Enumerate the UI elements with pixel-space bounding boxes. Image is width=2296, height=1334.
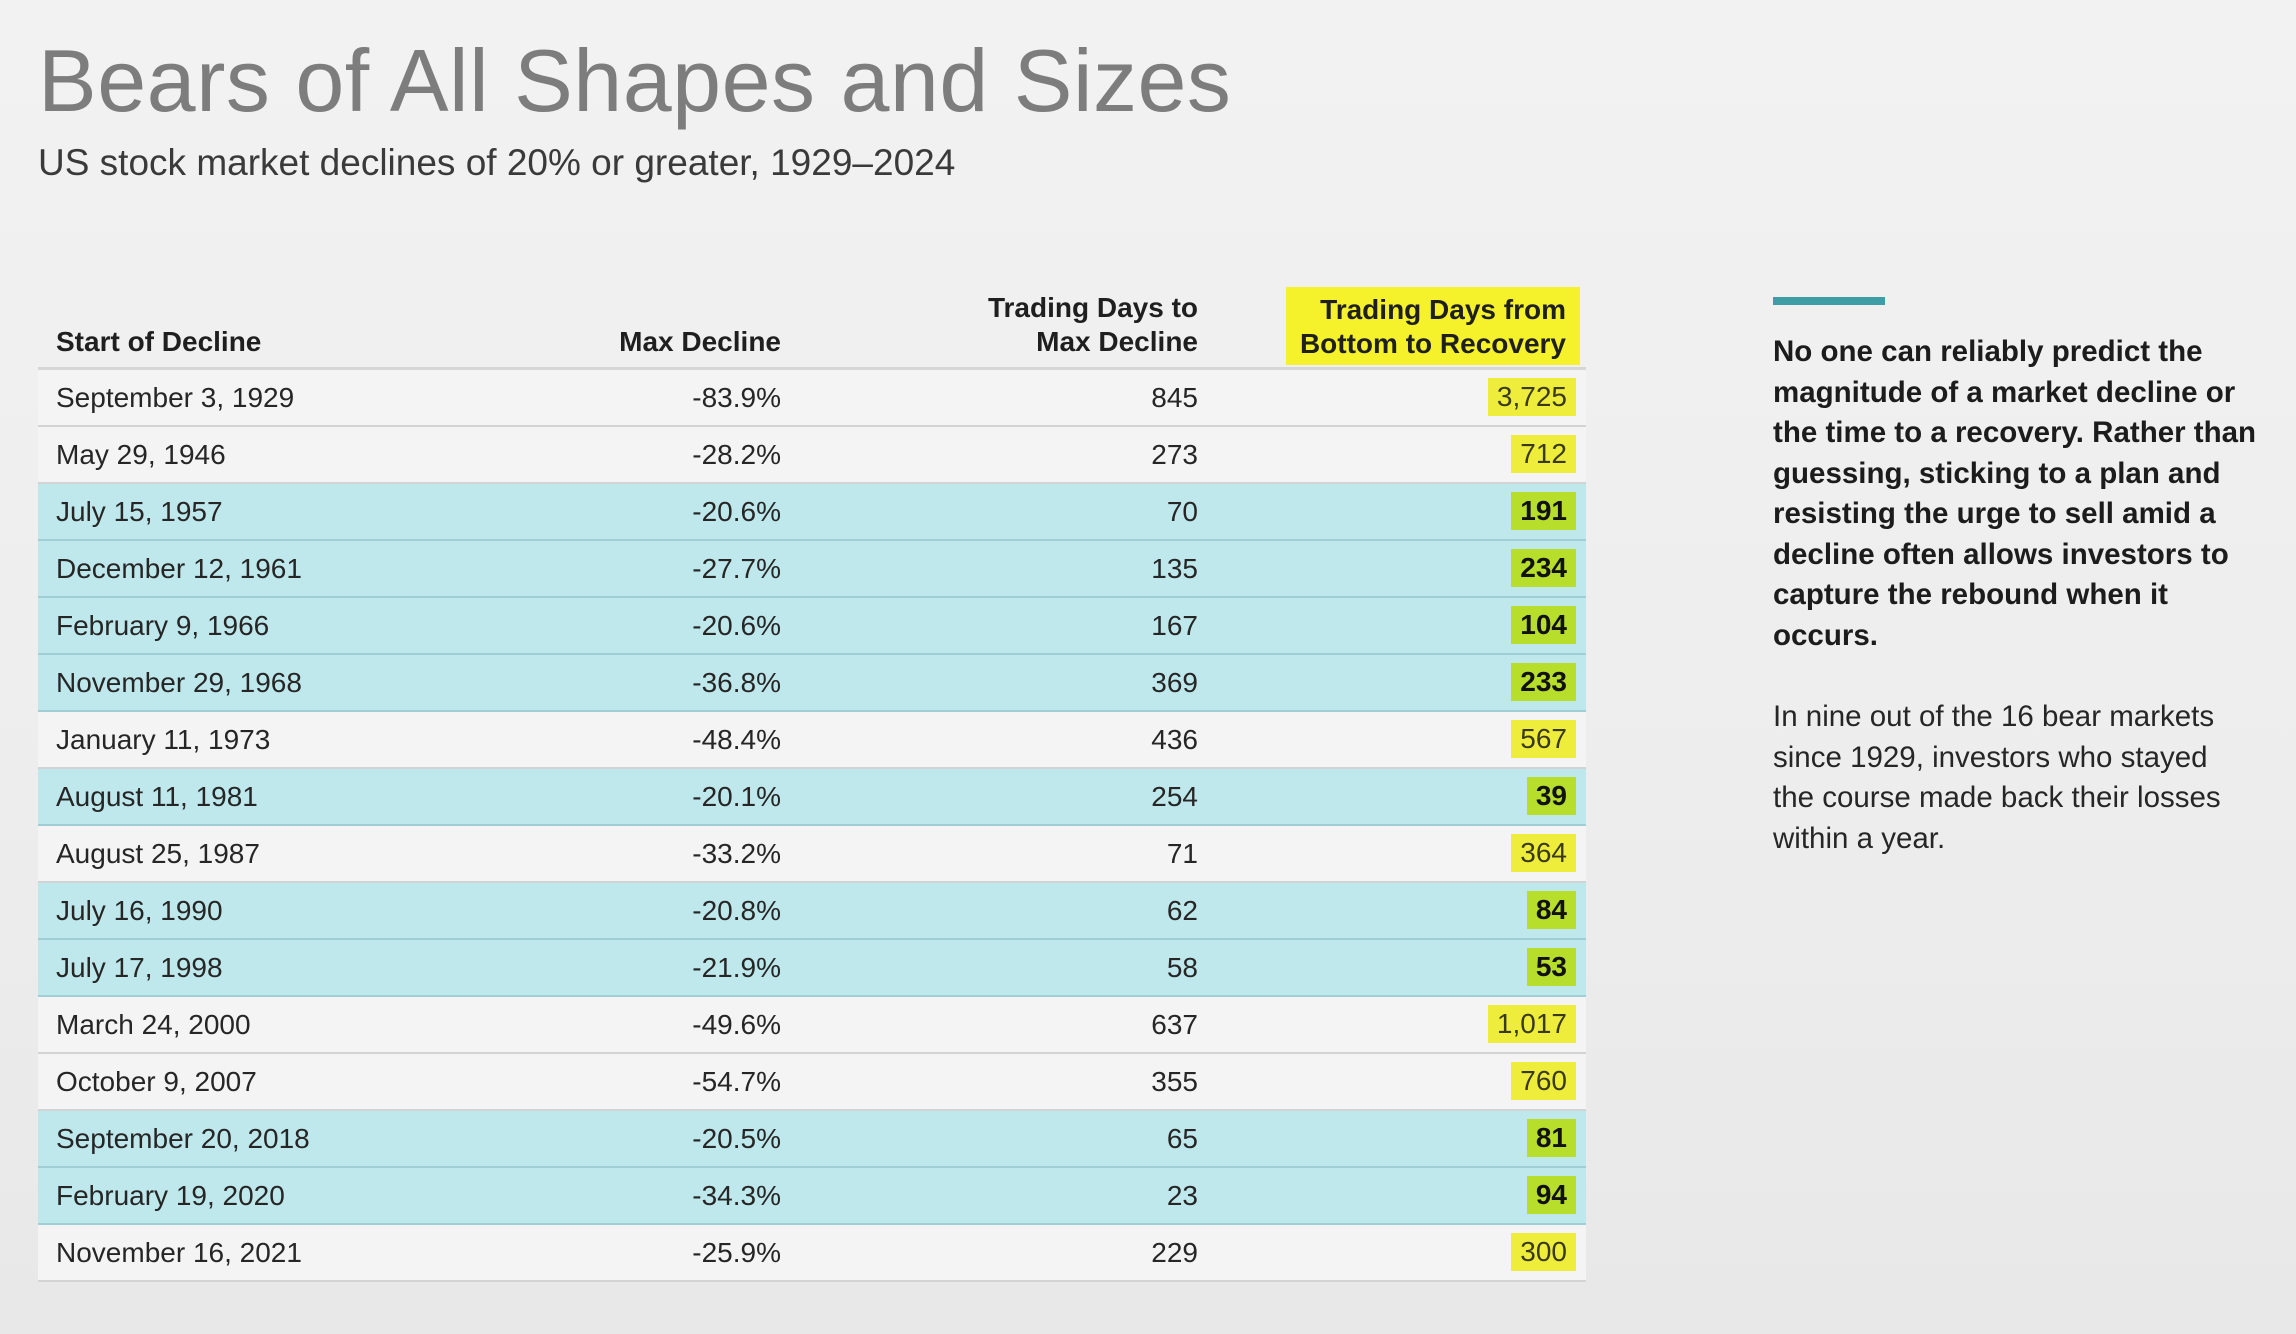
table-row: November 16, 2021 -25.9% 229 300 [38, 1225, 1586, 1282]
cell-trading-days-to-recovery: 1,017 [1487, 1005, 1576, 1043]
cell-start-of-decline: August 25, 1987 [56, 838, 260, 869]
cell-trading-days-to-max-decline: 65 [1166, 1123, 1198, 1154]
cell-trading-days-to-max-decline: 70 [1166, 496, 1198, 527]
cell-max-decline: -21.9% [692, 952, 781, 983]
cell-max-decline: -20.8% [692, 895, 781, 926]
cell-trading-days-to-max-decline: 637 [1151, 1009, 1198, 1040]
cell-max-decline: -28.2% [692, 439, 781, 470]
cell-max-decline: -54.7% [692, 1066, 781, 1097]
table-header-row: Start of Decline Max Decline Trading Day… [38, 287, 1586, 370]
cell-trading-days-to-max-decline: 254 [1151, 781, 1198, 812]
cell-trading-days-to-max-decline: 845 [1151, 382, 1198, 413]
table-row: December 12, 1961 -27.7% 135 234 [38, 541, 1586, 598]
accent-bar [1773, 297, 1885, 305]
cell-max-decline: -20.5% [692, 1123, 781, 1154]
cell-trading-days-to-recovery: 84 [1526, 891, 1576, 929]
cell-trading-days-to-max-decline: 71 [1166, 838, 1198, 869]
cell-trading-days-to-recovery: 233 [1511, 663, 1576, 701]
table-row: July 17, 1998 -21.9% 58 53 [38, 940, 1586, 997]
table-row: August 11, 1981 -20.1% 254 39 [38, 769, 1586, 826]
cell-max-decline: -36.8% [692, 667, 781, 698]
page-subtitle: US stock market declines of 20% or great… [38, 142, 956, 183]
table-row: January 11, 1973 -48.4% 436 567 [38, 712, 1586, 769]
cell-trading-days-to-recovery: 39 [1526, 777, 1576, 815]
column-header-days-line-2: Max Decline [1036, 326, 1198, 357]
cell-trading-days-to-recovery: 364 [1511, 834, 1576, 872]
cell-trading-days-to-max-decline: 436 [1151, 724, 1198, 755]
sidebar-key-message: No one can reliably predict the magnitud… [1773, 335, 2257, 652]
cell-start-of-decline: November 16, 2021 [56, 1237, 302, 1268]
cell-max-decline: -83.9% [692, 382, 781, 413]
table-body: September 3, 1929 -83.9% 845 3,725 May 29, 1… [38, 370, 1586, 1282]
cell-trading-days-to-recovery: 712 [1511, 435, 1576, 473]
cell-max-decline: -25.9% [692, 1237, 781, 1268]
table-row: July 16, 1990 -20.8% 62 84 [38, 883, 1586, 940]
column-header-start-of-decline: Start of Decline [56, 326, 262, 357]
table-row: May 29, 1946 -28.2% 273 712 [38, 427, 1586, 484]
table-row: September 3, 1929 -83.9% 845 3,725 [38, 370, 1586, 427]
cell-trading-days-to-max-decline: 273 [1151, 439, 1198, 470]
cell-start-of-decline: December 12, 1961 [56, 553, 302, 584]
cell-start-of-decline: May 29, 1946 [56, 439, 226, 470]
column-header-trading-days-to-max-decline: Trading Days to Max Decline [988, 291, 1198, 359]
cell-trading-days-to-recovery: 567 [1511, 720, 1576, 758]
column-header-max-decline: Max Decline [619, 326, 781, 357]
cell-trading-days-to-recovery: 300 [1511, 1233, 1576, 1271]
cell-start-of-decline: March 24, 2000 [56, 1009, 251, 1040]
cell-trading-days-to-recovery: 94 [1526, 1176, 1576, 1214]
cell-max-decline: -20.6% [692, 610, 781, 641]
cell-trading-days-to-max-decline: 62 [1166, 895, 1198, 926]
cell-trading-days-to-recovery: 760 [1511, 1062, 1576, 1100]
table-row: February 19, 2020 -34.3% 23 94 [38, 1168, 1586, 1225]
table-row: November 29, 1968 -36.8% 369 233 [38, 655, 1586, 712]
column-header-recovery-line-1: Trading Days from [1320, 294, 1566, 325]
cell-trading-days-to-recovery: 234 [1511, 549, 1576, 587]
cell-trading-days-to-recovery: 53 [1526, 948, 1576, 986]
cell-max-decline: -33.2% [692, 838, 781, 869]
cell-start-of-decline: January 11, 1973 [56, 724, 271, 755]
cell-start-of-decline: July 15, 1957 [56, 496, 223, 527]
cell-start-of-decline: November 29, 1968 [56, 667, 302, 698]
cell-start-of-decline: October 9, 2007 [56, 1066, 257, 1097]
cell-start-of-decline: September 20, 2018 [56, 1123, 310, 1154]
cell-trading-days-to-max-decline: 23 [1166, 1180, 1198, 1211]
cell-start-of-decline: July 17, 1998 [56, 952, 223, 983]
cell-start-of-decline: February 9, 1966 [56, 610, 270, 641]
cell-trading-days-to-recovery: 104 [1511, 606, 1576, 644]
page-title: Bears of All Shapes and Sizes [38, 31, 1232, 130]
cell-max-decline: -20.1% [692, 781, 781, 812]
cell-trading-days-to-recovery: 81 [1526, 1119, 1576, 1157]
table-row: July 15, 1957 -20.6% 70 191 [38, 484, 1586, 541]
cell-trading-days-to-recovery: 191 [1511, 492, 1576, 530]
cell-trading-days-to-recovery: 3,725 [1487, 378, 1576, 416]
cell-start-of-decline: July 16, 1990 [56, 895, 223, 926]
cell-start-of-decline: August 11, 1981 [56, 781, 258, 812]
column-header-recovery-line-2: Bottom to Recovery [1299, 328, 1566, 359]
cell-max-decline: -34.3% [692, 1180, 781, 1211]
cell-trading-days-to-max-decline: 58 [1166, 952, 1198, 983]
column-header-days-line-1: Trading Days to [987, 292, 1198, 323]
cell-trading-days-to-max-decline: 229 [1151, 1237, 1198, 1268]
cell-trading-days-to-max-decline: 369 [1151, 667, 1198, 698]
cell-trading-days-to-max-decline: 135 [1151, 553, 1198, 584]
cell-max-decline: -27.7% [692, 553, 781, 584]
table-row: February 9, 1966 -20.6% 167 104 [38, 598, 1586, 655]
table-row: October 9, 2007 -54.7% 355 760 [38, 1054, 1586, 1111]
table-row: September 20, 2018 -20.5% 65 81 [38, 1111, 1586, 1168]
cell-start-of-decline: September 3, 1929 [56, 382, 295, 413]
bear-markets-table: Start of Decline Max Decline Trading Day… [38, 287, 1586, 1282]
table-row: March 24, 2000 -49.6% 637 1,017 [38, 997, 1586, 1054]
cell-start-of-decline: February 19, 2020 [56, 1180, 285, 1211]
cell-max-decline: -49.6% [692, 1009, 781, 1040]
column-header-trading-days-to-recovery: Trading Days from Bottom to Recovery [1285, 287, 1580, 365]
table-row: August 25, 1987 -33.2% 71 364 [38, 826, 1586, 883]
sidebar-supporting-text: In nine out of the 16 bear markets since… [1773, 700, 2221, 855]
cell-max-decline: -48.4% [692, 724, 781, 755]
cell-max-decline: -20.6% [692, 496, 781, 527]
cell-trading-days-to-max-decline: 355 [1151, 1066, 1198, 1097]
cell-trading-days-to-max-decline: 167 [1151, 610, 1198, 641]
